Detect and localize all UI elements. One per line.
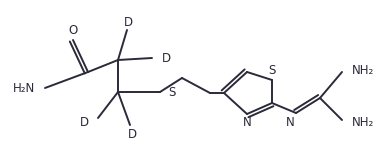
Text: N: N bbox=[286, 115, 295, 128]
Text: NH₂: NH₂ bbox=[352, 115, 374, 128]
Text: O: O bbox=[68, 24, 78, 37]
Text: D: D bbox=[128, 128, 136, 140]
Text: D: D bbox=[80, 115, 89, 128]
Text: D: D bbox=[162, 52, 171, 64]
Text: H₂N: H₂N bbox=[13, 82, 35, 94]
Text: NH₂: NH₂ bbox=[352, 64, 374, 76]
Text: N: N bbox=[243, 116, 251, 130]
Text: S: S bbox=[168, 85, 175, 98]
Text: D: D bbox=[123, 15, 133, 28]
Text: S: S bbox=[268, 64, 276, 78]
